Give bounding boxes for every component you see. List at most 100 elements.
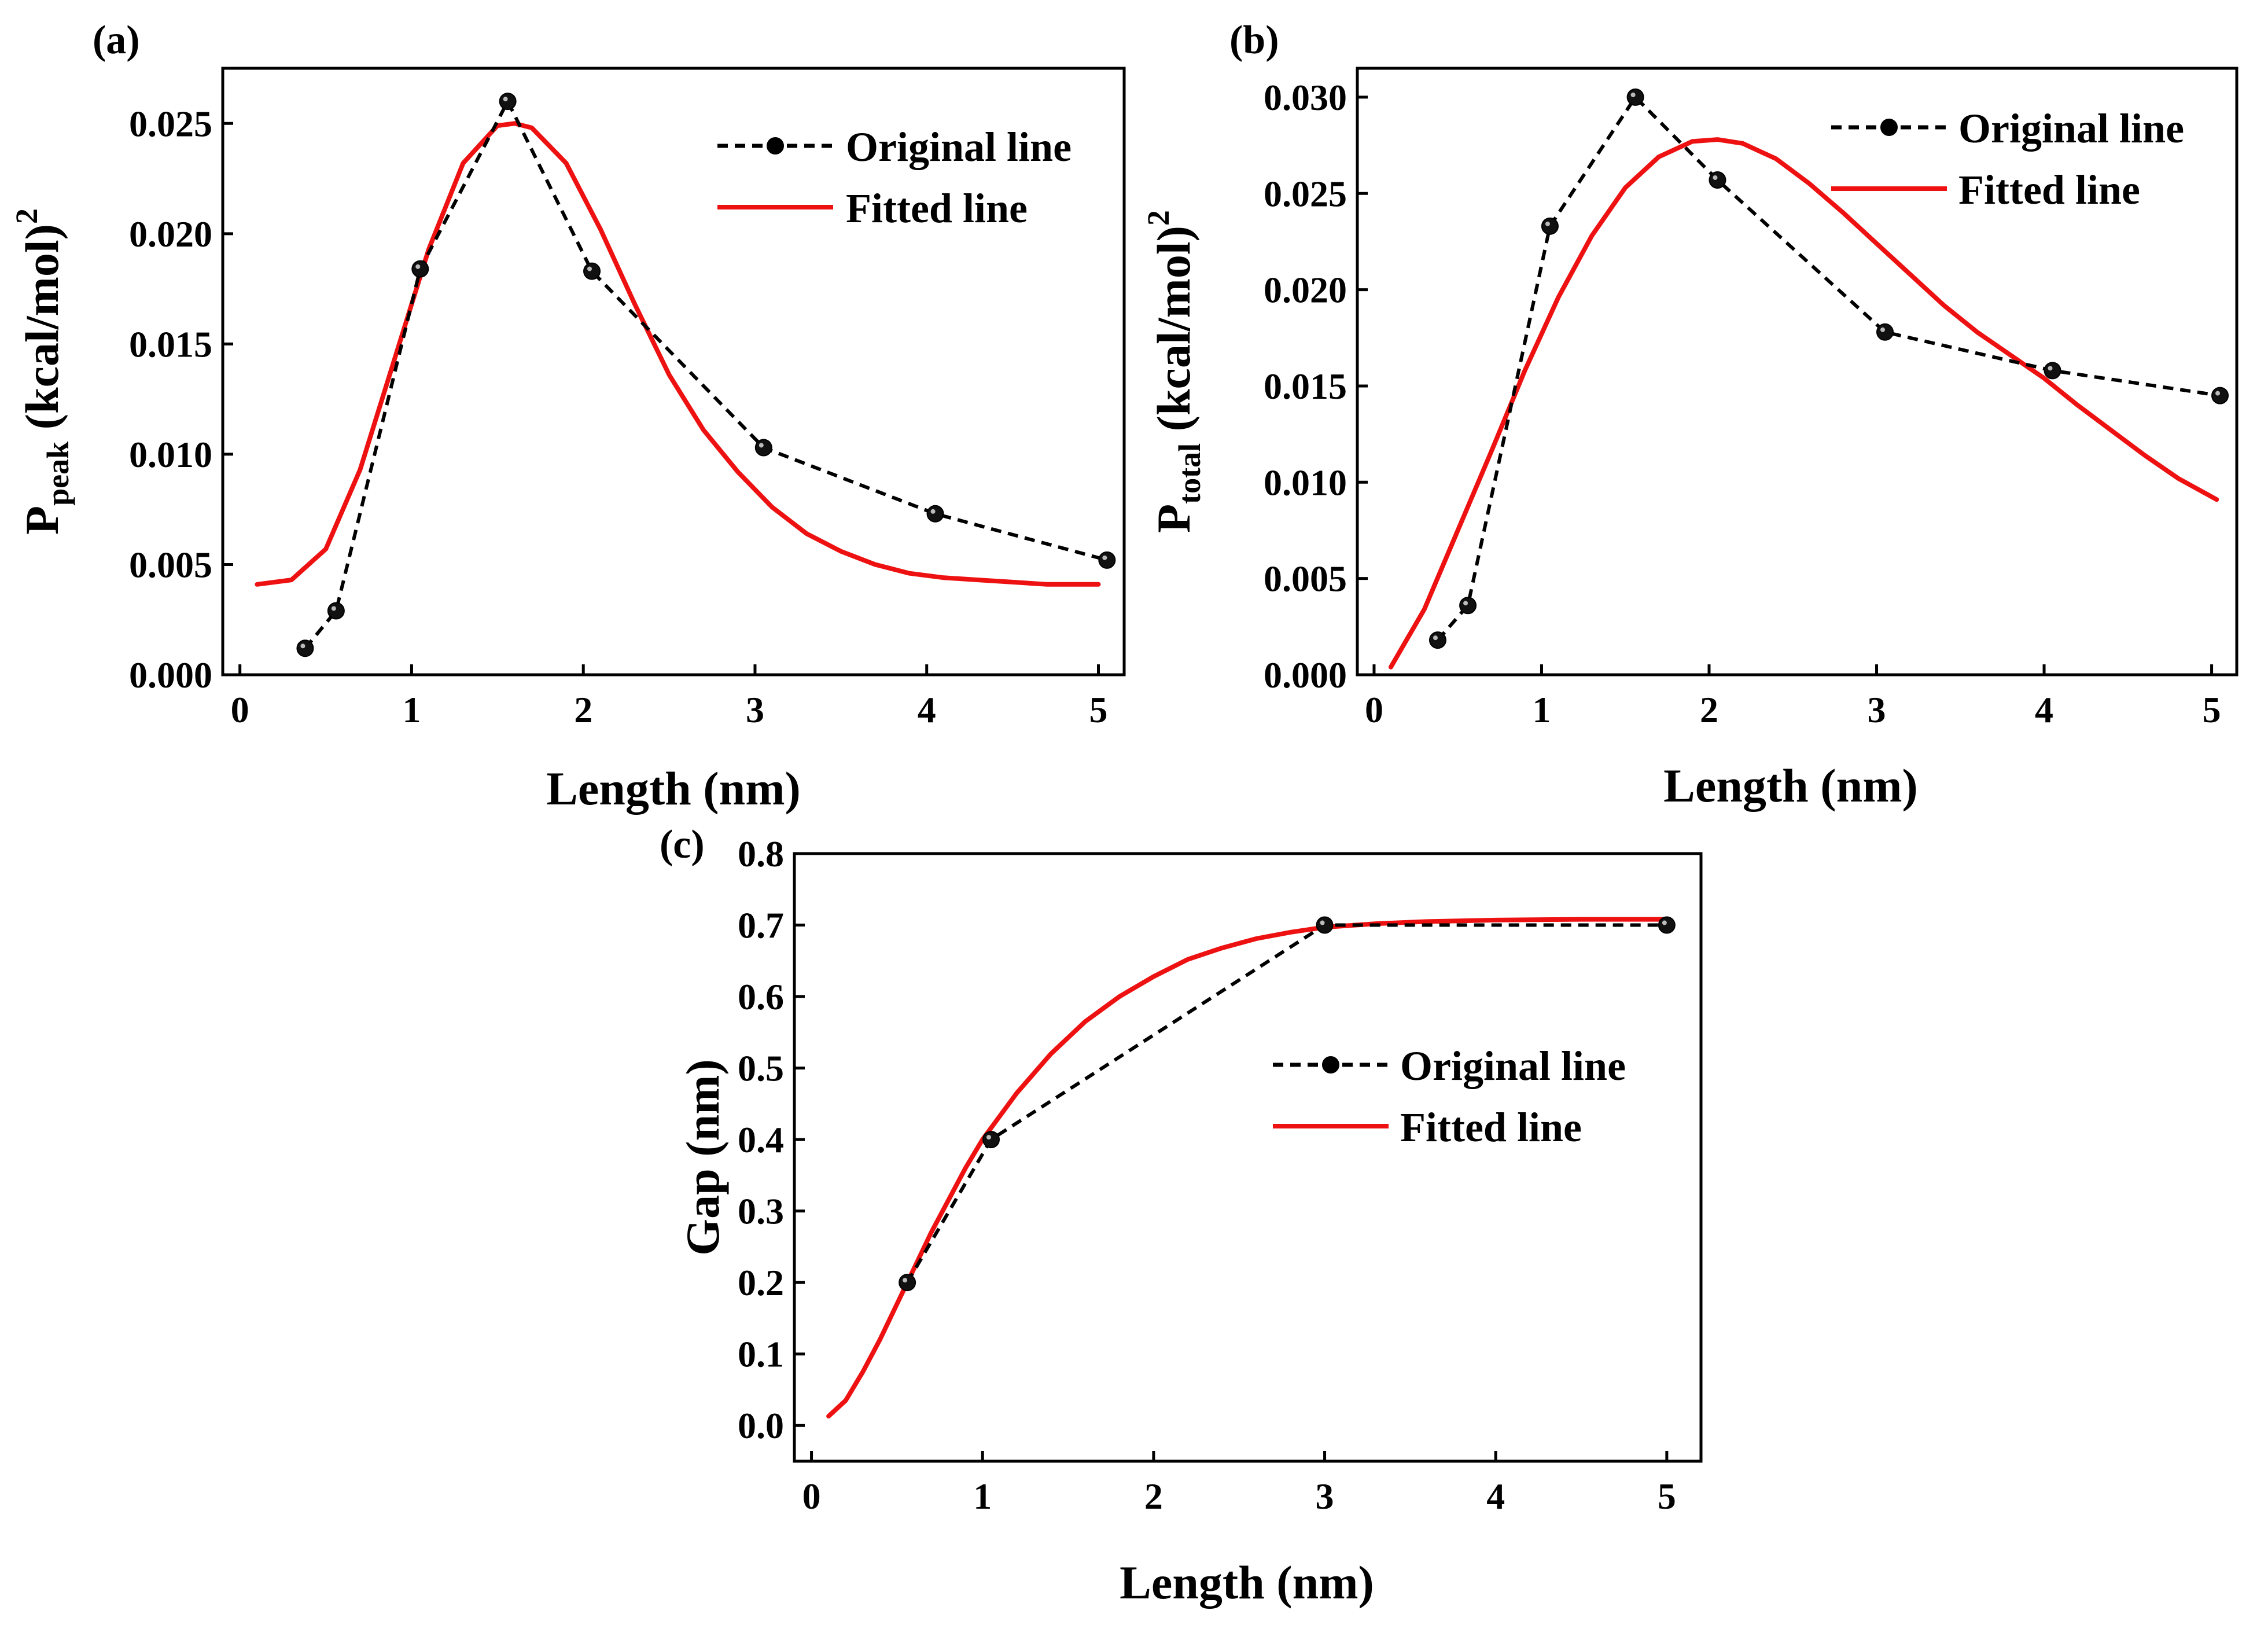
x-tick-label: 4 [1486,1476,1505,1517]
data-point [1626,88,1644,106]
fitted-series [255,121,1101,587]
y-tick-label: 0.015 [129,323,212,365]
x-tick-labels: 0 1 2 3 4 5 [1365,689,2221,730]
y-tick-label: 0.8 [738,833,784,874]
y-tick-label: 0.005 [1264,558,1347,600]
tick-marks [223,122,1100,677]
x-tick-label: 0 [231,689,249,730]
x-tick-label: 2 [574,689,592,730]
y-tick-label: 0.025 [129,103,212,144]
legend-original-label: Original line [1958,105,2184,152]
data-point [1098,551,1116,569]
legend-fitted-label: Fitted line [1958,167,2140,213]
x-tick-label: 1 [402,689,421,730]
legend: Original line Fitted line [717,124,1072,231]
x-tick-label: 4 [918,689,936,730]
original-line [304,97,1108,650]
fitted-series [826,917,1669,1419]
data-point-highlight [2048,366,2053,371]
tick-marks [794,852,1669,1461]
data-point-highlight [1320,920,1325,925]
data-point-highlight [2215,391,2221,396]
original-series [1428,88,2229,649]
y-tick-label: 0.000 [1264,655,1347,696]
data-point-highlight [1433,635,1438,641]
data-point-highlight [415,264,421,269]
data-point-highlight [1545,221,1550,226]
y-tick-label: 0.3 [738,1191,784,1232]
x-tick-label: 1 [973,1476,992,1517]
panel-label: (a) [93,18,140,62]
x-tick-label: 3 [1316,1476,1334,1517]
panel-label: (c) [660,822,705,867]
data-point-highlight [1662,920,1667,925]
data-point-highlight [503,97,508,102]
data-point [1459,597,1477,615]
y-tick-label: 0.030 [1264,77,1347,118]
y-tick-labels: 0.0 0.1 0.2 0.3 0.4 0.5 0.6 0.7 0.8 [738,833,784,1446]
data-point-highlight [759,443,764,448]
y-tick-label: 0.015 [1264,366,1347,407]
x-tick-labels: 0 1 2 3 4 5 [231,689,1108,730]
y-tick-labels: 0.000 0.005 0.010 0.015 0.020 0.025 0.030 [1264,77,1347,696]
y-tick-label: 0.1 [738,1334,784,1375]
legend-original-marker [767,137,784,155]
data-point-highlight [1713,175,1718,180]
y-tick-label: 0.7 [738,905,784,946]
data-point-highlight [331,606,336,611]
x-axis-label: Length (nm) [546,762,801,815]
fitted-series [1388,137,2219,670]
data-point [583,262,601,280]
original-series [296,93,1116,657]
data-point [899,1274,916,1292]
plot-frame [793,852,1703,1463]
data-point [1876,323,1894,341]
x-axis-label: Length (nm) [1120,1556,1374,1609]
y-tick-label: 0.4 [738,1119,784,1160]
data-point [411,260,429,278]
x-tick-label: 0 [1365,689,1383,730]
legend-fitted-label: Fitted line [1400,1104,1582,1150]
data-point [1709,171,1726,189]
x-tick-label: 2 [1700,689,1718,730]
data-point [2044,362,2061,380]
y-tick-label: 0.6 [738,976,784,1017]
x-tick-label: 5 [1658,1476,1676,1517]
y-axis-label: Ptotal (kcal/mol)2 [1141,210,1207,533]
y-axis-label: Ppeak (kcal/mol)2 [9,208,75,535]
data-point-highlight [1102,555,1107,560]
legend-original-label: Original line [1400,1043,1626,1089]
x-tick-label: 0 [802,1476,821,1517]
data-point-highlight [986,1135,992,1140]
panel-c: 0 1 2 3 4 5 0.0 0.1 0.2 0.3 0.4 0.5 0.6 0.7 0.8 (c) L… [660,822,1703,1609]
x-tick-label: 1 [1532,689,1551,730]
x-tick-label: 5 [1089,689,1107,730]
data-point [499,93,517,111]
legend: Original line Fitted line [1273,1043,1626,1150]
legend-original-label: Original line [846,124,1072,170]
data-point-highlight [1630,92,1636,97]
y-tick-label: 0.000 [129,655,212,696]
y-tick-label: 0.5 [738,1048,784,1089]
y-tick-label: 0.005 [129,544,212,585]
y-tick-label: 0.010 [129,434,212,475]
data-point [982,1131,1000,1149]
data-point-highlight [1463,601,1468,606]
x-tick-label: 3 [1868,689,1886,730]
data-point [754,439,772,457]
y-tick-label: 0.2 [738,1262,784,1303]
data-point [1316,916,1334,934]
x-tick-label: 4 [2035,689,2053,730]
x-tick-label: 2 [1144,1476,1163,1517]
data-point [2211,387,2229,405]
panel-label: (b) [1229,18,1279,62]
legend-original-marker [1322,1056,1339,1073]
data-point-highlight [903,1278,908,1283]
y-tick-label: 0.020 [1264,270,1347,311]
original-line [1436,94,2221,642]
data-point [296,639,314,657]
plot-frame [221,67,1126,677]
y-tick-label: 0.010 [1264,462,1347,503]
